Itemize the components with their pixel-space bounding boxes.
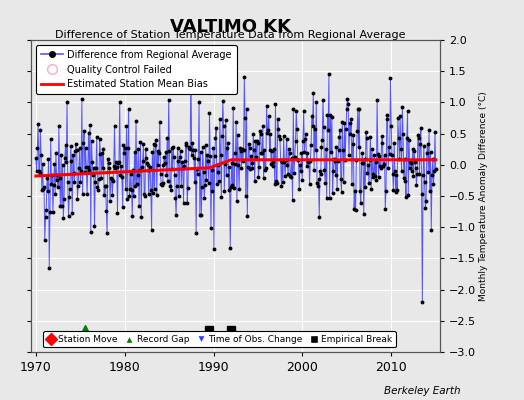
Legend: Station Move, Record Gap, Time of Obs. Change, Empirical Break: Station Move, Record Gap, Time of Obs. C… (43, 331, 396, 348)
Y-axis label: Monthly Temperature Anomaly Difference (°C): Monthly Temperature Anomaly Difference (… (479, 91, 488, 301)
Text: VALTIMO KK: VALTIMO KK (170, 18, 291, 36)
Text: Berkeley Earth: Berkeley Earth (385, 386, 461, 396)
Text: Difference of Station Temperature Data from Regional Average: Difference of Station Temperature Data f… (56, 30, 406, 40)
